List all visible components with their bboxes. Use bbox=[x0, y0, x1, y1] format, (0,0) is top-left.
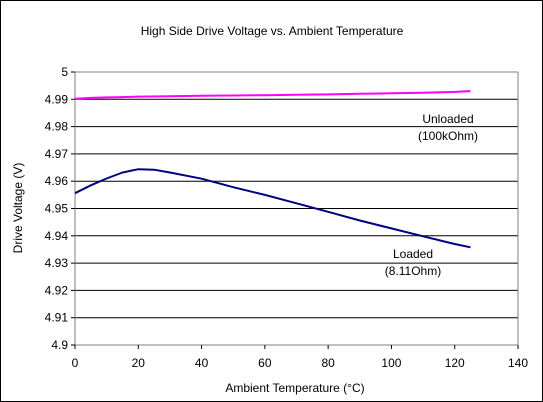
y-tick-label: 4.98 bbox=[45, 120, 69, 134]
y-tick-label: 4.95 bbox=[45, 202, 69, 216]
y-tick-label: 4.93 bbox=[45, 256, 69, 270]
series-group bbox=[74, 90, 471, 249]
y-tick-label: 4.94 bbox=[45, 229, 69, 243]
y-tick-label: 4.97 bbox=[45, 147, 69, 161]
x-tick-label: 140 bbox=[508, 356, 528, 370]
unloaded-annotation-line-1: Unloaded bbox=[422, 112, 473, 126]
y-tick-label: 4.92 bbox=[45, 283, 69, 297]
y-tick-label: 4.99 bbox=[45, 92, 69, 106]
series-line-loaded bbox=[74, 168, 471, 249]
x-tick-label: 100 bbox=[381, 356, 401, 370]
y-tick-label: 4.9 bbox=[51, 338, 68, 352]
loaded-annotation-line-1: Loaded bbox=[393, 247, 433, 261]
y-tick-label: 5 bbox=[61, 65, 68, 79]
chart-title: High Side Drive Voltage vs. Ambient Temp… bbox=[141, 24, 404, 38]
y-axis-label: Drive Voltage (V) bbox=[11, 163, 25, 254]
x-tick-label: 40 bbox=[195, 356, 209, 370]
loaded-annotation-line-2: (8.11Ohm) bbox=[385, 264, 441, 278]
x-tick-label: 120 bbox=[445, 356, 465, 370]
y-tick-label: 4.91 bbox=[45, 311, 69, 325]
y-tick-label: 4.96 bbox=[45, 174, 69, 188]
x-tick-label: 20 bbox=[132, 356, 146, 370]
x-tick-label: 80 bbox=[321, 356, 335, 370]
annotations: Unloaded (100kOhm) Loaded (8.11Ohm) bbox=[385, 112, 478, 278]
x-tick-label: 60 bbox=[258, 356, 272, 370]
series-line-unloaded bbox=[74, 90, 471, 100]
unloaded-annotation-line-2: (100kOhm) bbox=[418, 129, 478, 143]
axis-ticks: 4.9 4.91 4.92 4.93 4.94 4.95 4.96 4.97 4.98 4.99 5… bbox=[45, 65, 529, 370]
x-tick-label: 0 bbox=[72, 356, 79, 370]
x-axis-label: Ambient Temperature (°C) bbox=[225, 381, 364, 395]
